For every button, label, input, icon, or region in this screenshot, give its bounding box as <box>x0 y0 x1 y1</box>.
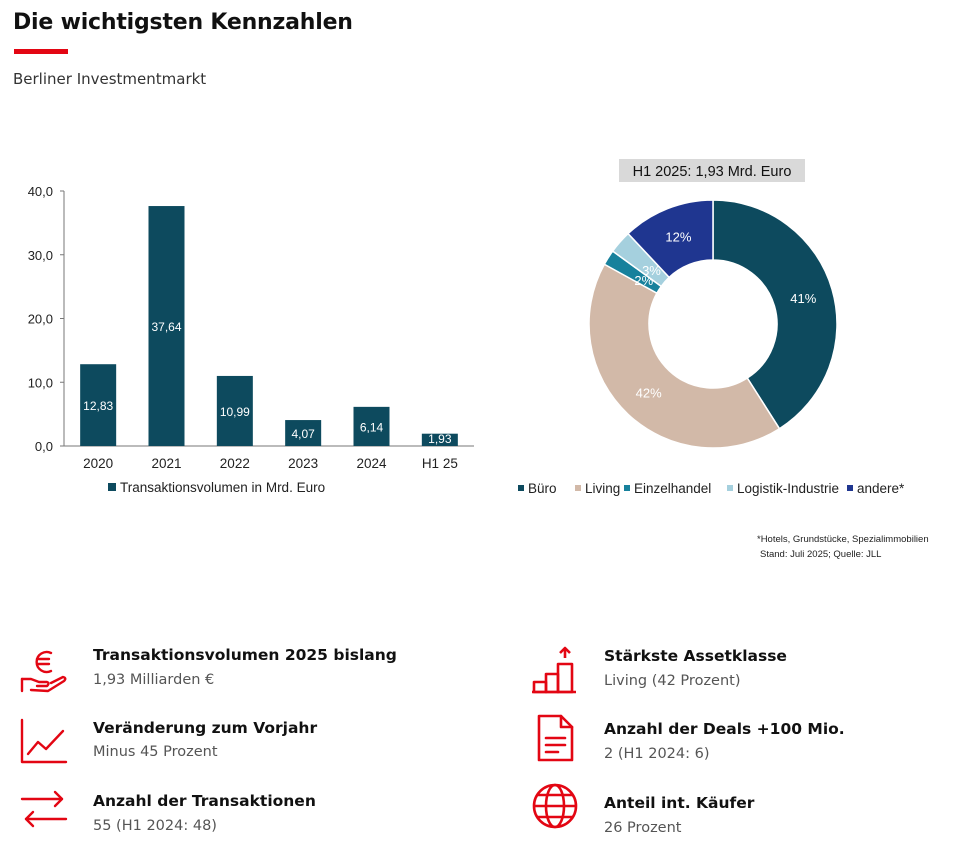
bar-value-label: 1,93 <box>428 432 452 446</box>
title-accent-bar <box>14 49 68 54</box>
y-tick-label: 30,0 <box>28 248 53 263</box>
legend-swatch <box>624 485 630 491</box>
donut-slice <box>712 199 838 430</box>
kpi-title: Veränderung zum Vorjahr <box>93 719 318 737</box>
kpi-title: Anzahl der Deals +100 Mio. <box>604 720 845 738</box>
x-tick-label: 2024 <box>356 456 387 471</box>
x-tick-label: 2020 <box>83 456 113 471</box>
bar-value-label: 4,07 <box>291 427 315 441</box>
kpi-title: Transaktionsvolumen 2025 bislang <box>93 646 397 664</box>
chart-title-box <box>619 159 805 182</box>
euro-hand-icon <box>20 650 67 693</box>
y-tick-label: 10,0 <box>28 375 53 390</box>
page-title: Die wichtigsten Kennzahlen <box>13 10 353 35</box>
footnote-categories: *Hotels, Grundstücke, Spezialimmobilien <box>757 534 929 545</box>
kpi-value: 55 (H1 2024: 48) <box>93 818 217 834</box>
kpi-value: 26 Prozent <box>604 820 682 836</box>
bar-value-label: 10,99 <box>220 405 250 419</box>
kpi-value: 1,93 Milliarden € <box>93 672 215 688</box>
legend-label: Büro <box>528 481 557 496</box>
donut-slice <box>627 199 714 279</box>
slice-label: 41% <box>790 291 816 306</box>
legend-swatch <box>518 485 524 491</box>
bar <box>148 206 185 446</box>
x-tick-label: 2021 <box>151 456 181 471</box>
bar-value-label: 6,14 <box>360 420 384 434</box>
legend-label: Living <box>585 481 620 496</box>
exchange-arrows-icon <box>20 790 68 828</box>
bar <box>285 420 322 446</box>
x-tick-label: 2022 <box>220 456 250 471</box>
kpi-title: Anteil int. Käufer <box>604 794 755 812</box>
trend-line-icon <box>20 718 68 764</box>
chart-title: H1 2025: 1,93 Mrd. Euro <box>633 164 792 180</box>
y-tick-label: 20,0 <box>28 312 53 327</box>
document-icon <box>537 714 574 762</box>
donut-slice <box>588 263 781 449</box>
legend-label: andere* <box>857 481 905 496</box>
kpi-value: 2 (H1 2024: 6) <box>604 746 710 762</box>
y-tick-label: 0,0 <box>35 439 53 454</box>
bar-value-label: 37,64 <box>151 320 181 334</box>
donut-chart: H1 2025: 1,93 Mrd. Euro41%42%2%3%12%Büro… <box>518 159 905 496</box>
x-tick-label: 2023 <box>288 456 318 471</box>
bar-value-label: 12,83 <box>83 399 113 413</box>
kpi-value: Living (42 Prozent) <box>604 673 741 689</box>
bar-chart: 0,0 10,0 20,0 30,0 40,0 12,83 2020 37,64 2021 10,… <box>28 184 474 495</box>
y-tick-label: 40,0 <box>28 184 53 199</box>
page-subtitle: Berliner Investmentmarkt <box>13 70 207 88</box>
legend-swatch <box>727 485 733 491</box>
legend-label: Logistik-Industrie <box>737 481 839 496</box>
bar <box>216 375 253 446</box>
footnote-source: Stand: Juli 2025; Quelle: JLL <box>760 549 882 560</box>
legend-label: Einzelhandel <box>634 481 711 496</box>
bar <box>80 364 117 446</box>
bar <box>421 433 458 446</box>
bar <box>353 406 390 446</box>
slice-label: 12% <box>665 230 691 245</box>
kpi-title: Anzahl der Transaktionen <box>93 792 316 810</box>
legend-swatch <box>575 485 581 491</box>
legend-swatch <box>847 485 853 491</box>
globe-icon <box>532 783 578 829</box>
legend-swatch <box>108 483 116 491</box>
slice-label: 3% <box>642 263 661 278</box>
legend-label: Transaktionsvolumen in Mrd. Euro <box>120 480 325 495</box>
kpi-title: Stärkste Assetklasse <box>604 647 787 665</box>
slice-label: 42% <box>636 386 662 401</box>
x-tick-label: H1 25 <box>422 456 458 471</box>
kpi-value: Minus 45 Prozent <box>93 744 218 760</box>
rising-steps-icon <box>532 646 576 694</box>
